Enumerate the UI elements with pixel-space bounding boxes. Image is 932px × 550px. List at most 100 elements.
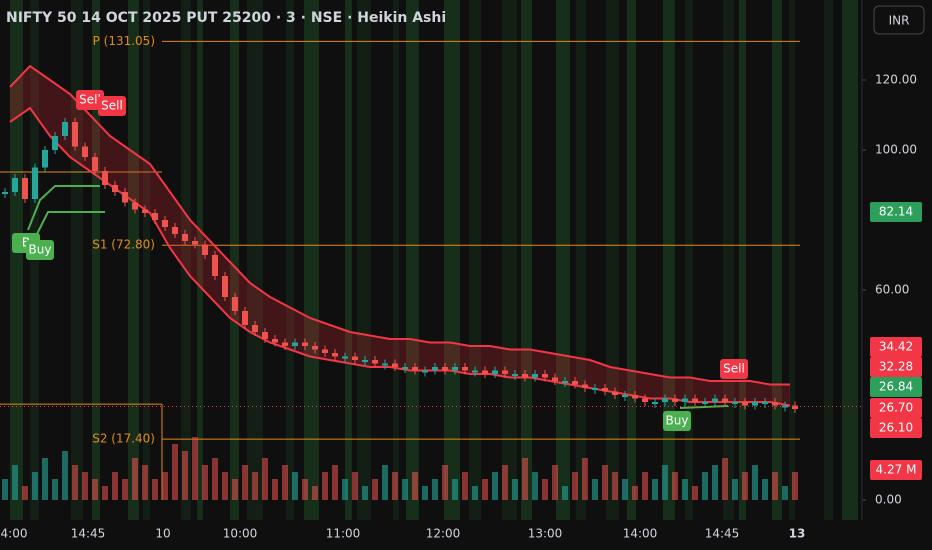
volume-bar <box>352 472 358 500</box>
candle <box>742 402 748 406</box>
volume-bar <box>302 479 308 500</box>
y-tick-label: 100.00 <box>875 143 917 157</box>
volume-bar <box>722 458 728 500</box>
volume-bar <box>612 472 618 500</box>
candle <box>732 402 738 404</box>
volume-bar <box>62 451 68 500</box>
candle <box>542 374 548 378</box>
volume-bar <box>772 472 778 500</box>
candle <box>102 171 108 185</box>
price-badge <box>870 202 922 222</box>
volume-bar <box>392 472 398 500</box>
volume-bar <box>462 472 468 500</box>
band-line <box>9 64 790 386</box>
volume-bar <box>412 472 418 500</box>
pivot-label: P (131.05) <box>93 34 155 48</box>
candle <box>572 381 578 385</box>
volume-badge-label: 4.27 M <box>876 463 917 477</box>
stripe <box>143 0 150 520</box>
volume-bar <box>532 472 538 500</box>
stripe <box>92 0 100 520</box>
y-tick-label: 60.00 <box>875 283 909 297</box>
x-tick-label: 4:00 <box>1 527 28 541</box>
stripe <box>197 0 203 520</box>
pivot-label: S2 (17.40) <box>92 432 155 446</box>
candle <box>182 234 188 241</box>
volume-bar <box>442 465 448 500</box>
stripe <box>181 0 191 520</box>
volume-bar <box>422 486 428 500</box>
volume-bar <box>402 479 408 500</box>
candle <box>502 370 508 374</box>
candle <box>92 157 98 171</box>
candle <box>602 388 608 392</box>
candle <box>382 363 388 366</box>
volume-bar <box>122 479 128 500</box>
candle <box>642 398 648 402</box>
signal-badge <box>720 359 748 379</box>
stripe <box>469 0 481 520</box>
volume-bar <box>22 486 28 500</box>
volume-bar <box>712 465 718 500</box>
stripe <box>685 0 693 520</box>
candle <box>22 178 28 199</box>
candle <box>232 297 238 311</box>
candle <box>242 311 248 325</box>
currency-button[interactable] <box>873 5 925 35</box>
candle <box>582 384 588 388</box>
candle <box>402 367 408 369</box>
candle <box>302 342 308 346</box>
stripe <box>230 0 239 520</box>
x-tick-label: 14:45 <box>705 527 740 541</box>
candle <box>422 370 428 373</box>
price-badge-label: 26.84 <box>879 380 913 394</box>
stripe <box>842 0 858 520</box>
volume-bar <box>682 479 688 500</box>
volume-bar <box>242 465 248 500</box>
candle <box>32 167 38 199</box>
candle <box>622 395 628 397</box>
signal-label: B <box>22 236 30 250</box>
candle <box>72 122 78 147</box>
candle <box>722 398 728 402</box>
candle <box>712 398 718 402</box>
stripe <box>772 0 782 520</box>
candle <box>2 192 8 194</box>
stripe <box>357 0 371 520</box>
x-tick-label: 13:00 <box>528 527 563 541</box>
volume-bar <box>52 479 58 500</box>
candle <box>792 405 798 409</box>
volume-bar <box>312 486 318 500</box>
candle <box>312 346 318 350</box>
volume-badge <box>870 460 922 480</box>
candle <box>52 136 58 150</box>
candle <box>762 402 768 404</box>
volume-bar <box>92 479 98 500</box>
stripe <box>576 0 586 520</box>
volume-bar <box>742 472 748 500</box>
candle <box>562 381 568 383</box>
volume-bar <box>182 451 188 500</box>
volume-bar <box>232 479 238 500</box>
stripe <box>393 0 399 520</box>
x-tick-label: 13 <box>789 527 806 541</box>
volume-bar <box>102 486 108 500</box>
x-tick-label: 14:45 <box>71 527 106 541</box>
candle <box>592 388 598 390</box>
candle <box>632 395 638 399</box>
stripe <box>10 0 23 520</box>
currency-label[interactable]: INR <box>889 14 910 28</box>
candle <box>612 391 618 395</box>
volume-bar <box>432 479 438 500</box>
stripe <box>627 0 636 520</box>
volume-bar <box>172 444 178 500</box>
candle <box>192 241 198 245</box>
price-badge <box>870 337 922 357</box>
price-badge-label: 34.42 <box>879 340 913 354</box>
candle <box>412 367 418 371</box>
volume-bar <box>72 465 78 500</box>
volume-bar <box>602 465 608 500</box>
x-tick-label: 10 <box>155 527 170 541</box>
session-stripes <box>10 0 858 520</box>
candle <box>442 367 448 371</box>
